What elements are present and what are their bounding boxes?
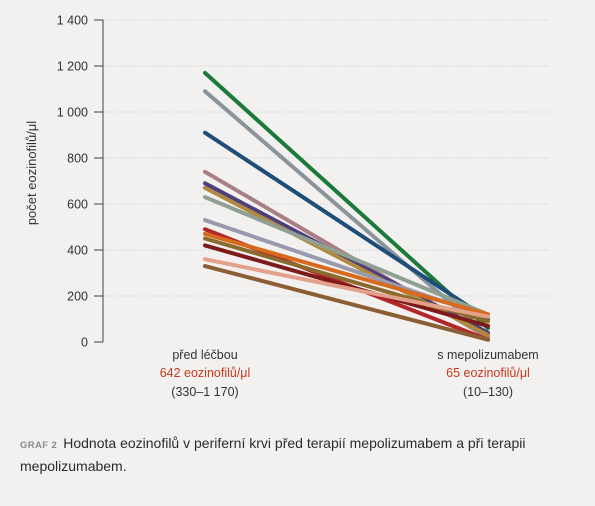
category-median: 65 eozinofilů/μl bbox=[446, 366, 530, 380]
category-label: před léčbou bbox=[172, 348, 237, 362]
category-labels: před léčbou 642 eozinofilů/μl (330–1 170) s… bbox=[160, 348, 539, 399]
y-tick-label: 1 400 bbox=[57, 14, 88, 28]
caption-text: Hodnota eozinofilů v periferní krvi před… bbox=[20, 435, 526, 474]
y-tick-label: 1 200 bbox=[57, 60, 88, 74]
y-axis: 0 200 400 600 800 1 000 1 200 1 400 bbox=[57, 14, 104, 350]
category-label: s mepolizumabem bbox=[437, 348, 538, 362]
y-axis-label: počet eozinofilů/μl bbox=[24, 121, 39, 225]
series-line bbox=[203, 231, 490, 317]
y-tick-label: 1 000 bbox=[57, 106, 88, 120]
category-median: 642 eozinofilů/μl bbox=[160, 366, 251, 380]
series-lines bbox=[203, 70, 490, 342]
category-range: (330–1 170) bbox=[171, 385, 238, 399]
y-tick-label: 200 bbox=[67, 290, 88, 304]
series-line bbox=[203, 257, 490, 319]
caption-tag: GRAF 2 bbox=[20, 440, 58, 451]
y-tick-label: 400 bbox=[67, 244, 88, 258]
y-tick-label: 800 bbox=[67, 152, 88, 166]
series-line bbox=[203, 130, 490, 321]
gridlines bbox=[103, 19, 551, 297]
category-range: (10–130) bbox=[463, 385, 513, 399]
y-tick-label: 600 bbox=[67, 198, 88, 212]
series-line bbox=[203, 243, 490, 328]
series-line bbox=[203, 195, 490, 317]
figure-caption: GRAF 2 Hodnota eozinofilů v periferní krv… bbox=[20, 433, 580, 476]
y-tick-label: 0 bbox=[81, 336, 88, 350]
chart: 0 200 400 600 800 1 000 1 200 1 400 počet eozin… bbox=[24, 14, 551, 399]
series-line bbox=[203, 264, 490, 342]
